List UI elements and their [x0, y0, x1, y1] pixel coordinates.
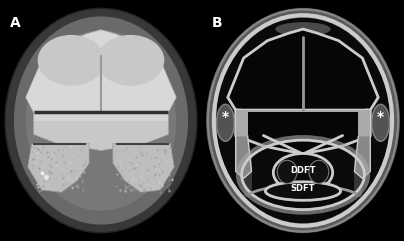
- Ellipse shape: [5, 8, 197, 233]
- Ellipse shape: [309, 160, 329, 183]
- PathPatch shape: [34, 112, 168, 120]
- PathPatch shape: [236, 110, 248, 135]
- PathPatch shape: [236, 110, 370, 154]
- PathPatch shape: [34, 112, 168, 151]
- Text: *: *: [222, 110, 229, 124]
- PathPatch shape: [358, 110, 370, 135]
- PathPatch shape: [228, 29, 378, 110]
- Text: SDFT: SDFT: [291, 184, 315, 193]
- PathPatch shape: [28, 144, 89, 192]
- Text: B: B: [212, 16, 223, 30]
- Ellipse shape: [277, 160, 297, 183]
- Text: *: *: [377, 110, 384, 124]
- Ellipse shape: [265, 182, 341, 200]
- Ellipse shape: [207, 8, 399, 233]
- Ellipse shape: [14, 16, 188, 225]
- Ellipse shape: [38, 35, 105, 86]
- Ellipse shape: [275, 22, 331, 36]
- PathPatch shape: [244, 151, 252, 197]
- Text: A: A: [10, 16, 21, 30]
- Ellipse shape: [97, 35, 164, 86]
- PathPatch shape: [354, 135, 370, 178]
- PathPatch shape: [354, 151, 362, 197]
- Ellipse shape: [372, 104, 389, 141]
- PathPatch shape: [234, 31, 372, 109]
- Text: DDFT: DDFT: [290, 166, 316, 175]
- Ellipse shape: [273, 154, 333, 192]
- PathPatch shape: [236, 110, 370, 112]
- PathPatch shape: [113, 144, 174, 192]
- Ellipse shape: [217, 104, 234, 141]
- Ellipse shape: [26, 30, 176, 211]
- PathPatch shape: [236, 135, 252, 178]
- PathPatch shape: [26, 30, 176, 112]
